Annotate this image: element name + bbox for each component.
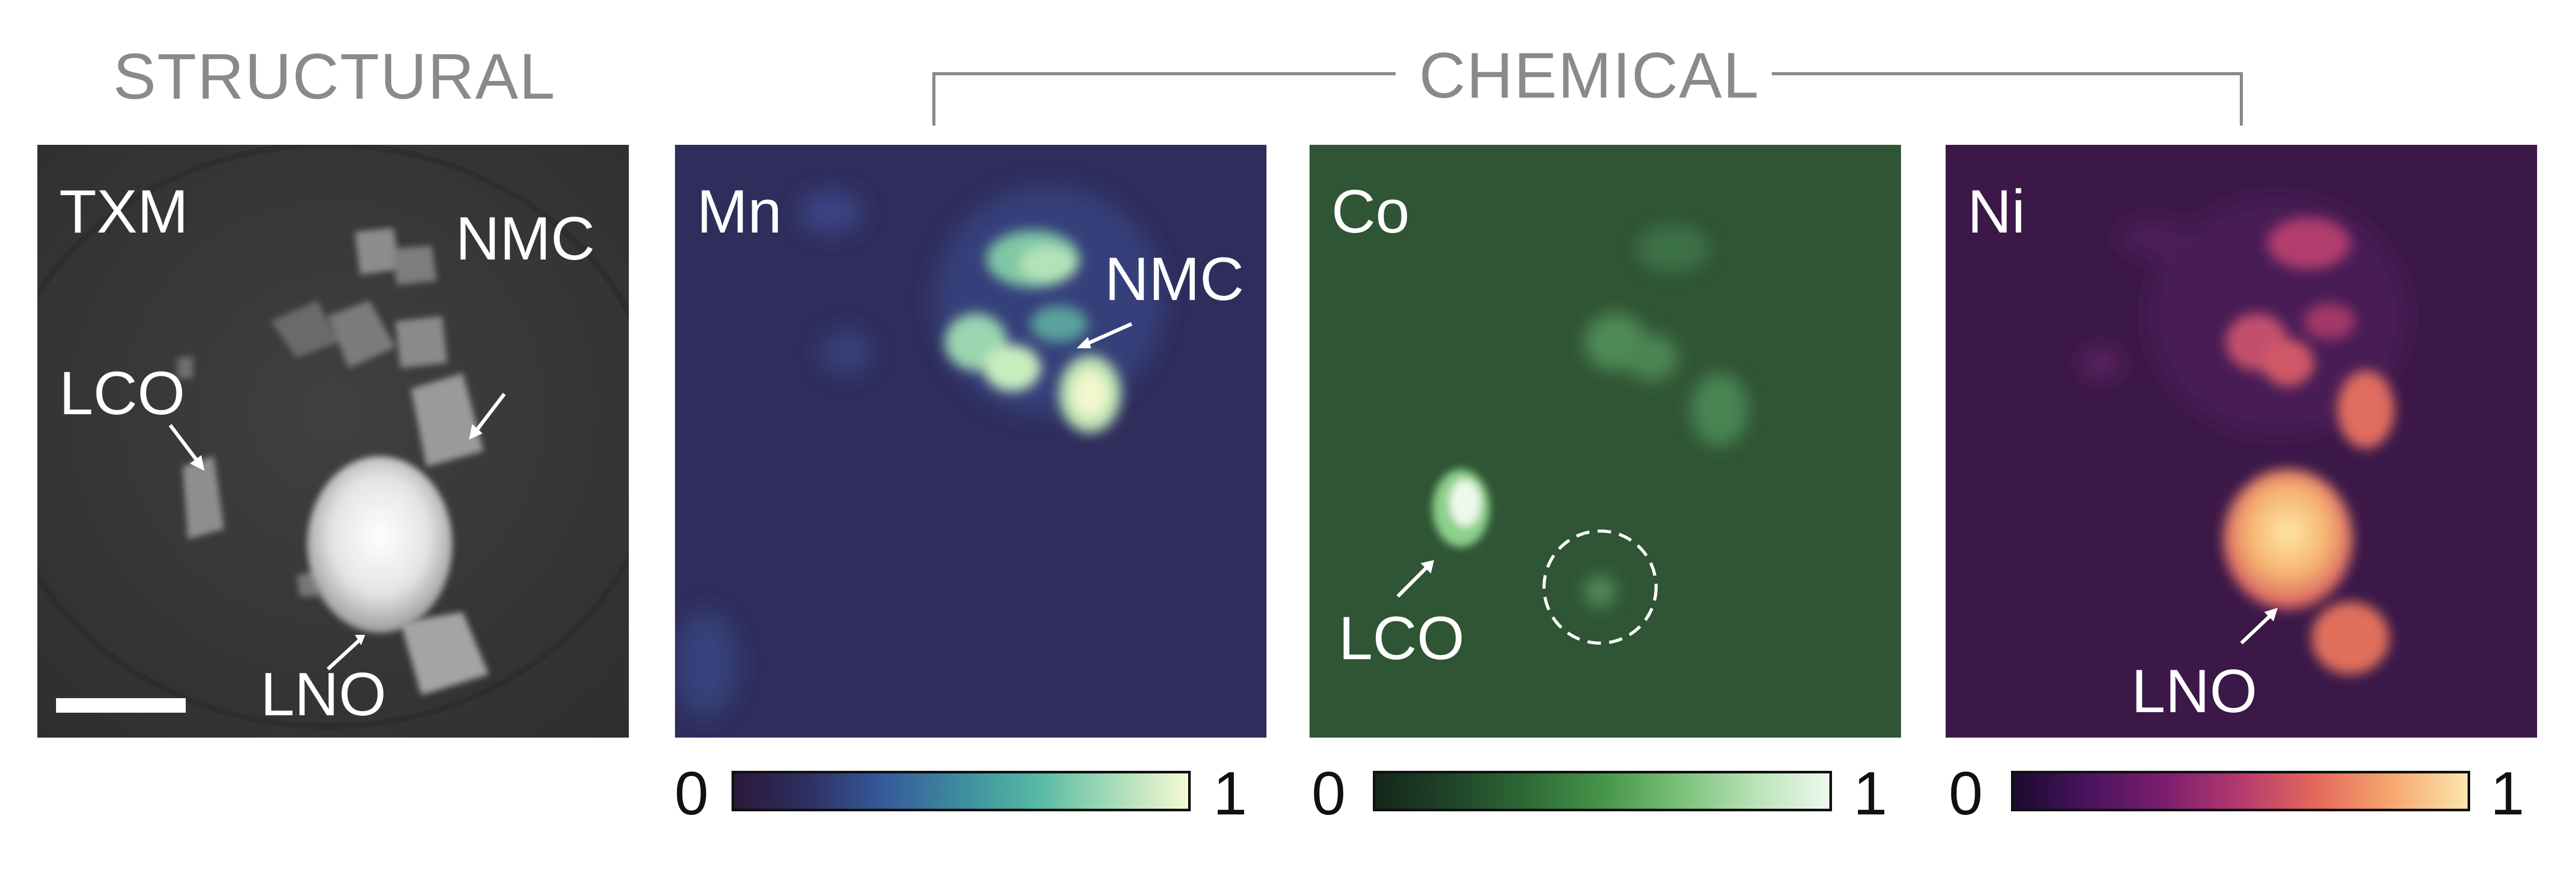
mn-colorbar-min: 0: [674, 759, 709, 828]
ni-colorbar-max: 1: [2490, 759, 2525, 828]
ni-colorbar: [2011, 771, 2470, 811]
ni-map: [1946, 145, 2537, 738]
nmc-annotation: NMC: [1105, 245, 1244, 314]
co-colorbar-max: 1: [1853, 759, 1888, 828]
chemical-heading: CHEMICAL: [1419, 40, 1760, 112]
mn-panel: Mn NMC: [675, 145, 1266, 738]
co-label: Co: [1331, 178, 1410, 246]
txm-panel: TXM LCO NMC LNO: [37, 145, 629, 738]
txm-label: TXM: [59, 178, 189, 246]
lno-annotation: LNO: [2131, 657, 2257, 726]
co-colorbar-min: 0: [1312, 759, 1346, 828]
lco-annotation: LCO: [59, 359, 185, 428]
co-map: [1310, 145, 1901, 738]
co-colorbar: [1373, 771, 1832, 811]
ni-label: Ni: [1967, 178, 2026, 246]
nmc-annotation: NMC: [456, 205, 595, 273]
txm-image: [37, 145, 629, 738]
ni-panel: Ni LNO: [1946, 145, 2537, 738]
ni-colorbar-min: 0: [1949, 759, 1983, 828]
structural-heading: STRUCTURAL: [113, 41, 556, 113]
chemical-bracket: [932, 72, 2243, 126]
dashed-circle: [1542, 529, 1658, 645]
lco-annotation: LCO: [1339, 604, 1465, 673]
mn-map: [675, 145, 1266, 738]
scale-bar: [56, 698, 186, 713]
mn-colorbar: [732, 771, 1191, 811]
mn-colorbar-max: 1: [1213, 759, 1247, 828]
co-panel: Co LCO: [1310, 145, 1901, 738]
lno-annotation: LNO: [260, 660, 387, 729]
mn-label: Mn: [697, 178, 782, 246]
